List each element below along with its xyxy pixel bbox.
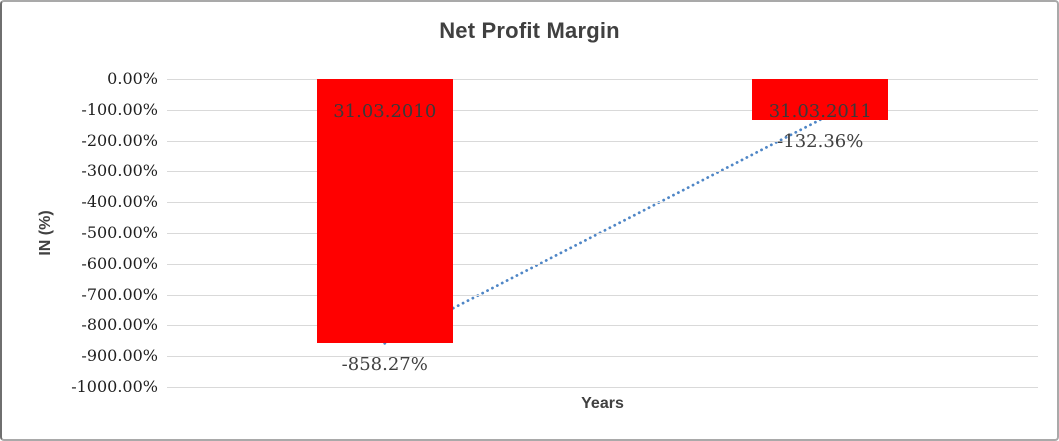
gridline bbox=[167, 356, 1038, 358]
y-tick-label: -900.00% bbox=[81, 346, 158, 366]
gridline bbox=[167, 233, 1038, 234]
y-tick-label: -400.00% bbox=[81, 192, 158, 212]
y-tick-label: -300.00% bbox=[81, 161, 158, 181]
y-tick-label: -1000.00% bbox=[71, 377, 158, 396]
gridline bbox=[167, 79, 1038, 80]
y-tick-label: -500.00% bbox=[81, 223, 158, 242]
gridline bbox=[167, 387, 1038, 388]
bar-category-label: 31.03.2010 bbox=[333, 101, 437, 122]
gridline bbox=[167, 263, 1038, 265]
bar: 31.03.2011 bbox=[752, 79, 889, 122]
gridline bbox=[167, 171, 1038, 173]
chart-title: Net Profit Margin bbox=[439, 18, 620, 43]
bar-category-label: 31.03.2011 bbox=[768, 101, 872, 122]
bar-value-label: -858.27% bbox=[341, 354, 428, 376]
bar-value-label: -132.36% bbox=[777, 130, 864, 152]
y-tick-label: -100.00% bbox=[81, 99, 158, 119]
gridline bbox=[167, 140, 1038, 142]
y-tick-label: -600.00% bbox=[81, 253, 158, 273]
x-axis-title: Years bbox=[581, 395, 624, 412]
y-tick-label: -200.00% bbox=[81, 130, 158, 150]
y-tick-label: 0.00% bbox=[107, 69, 158, 88]
gridline bbox=[167, 325, 1038, 327]
gridline bbox=[167, 202, 1038, 204]
gridline bbox=[167, 109, 1038, 111]
gridline bbox=[167, 294, 1038, 296]
bar: 31.03.2010 bbox=[316, 79, 453, 344]
y-tick-label: -700.00% bbox=[81, 284, 158, 304]
y-tick-label: -800.00% bbox=[81, 315, 158, 335]
